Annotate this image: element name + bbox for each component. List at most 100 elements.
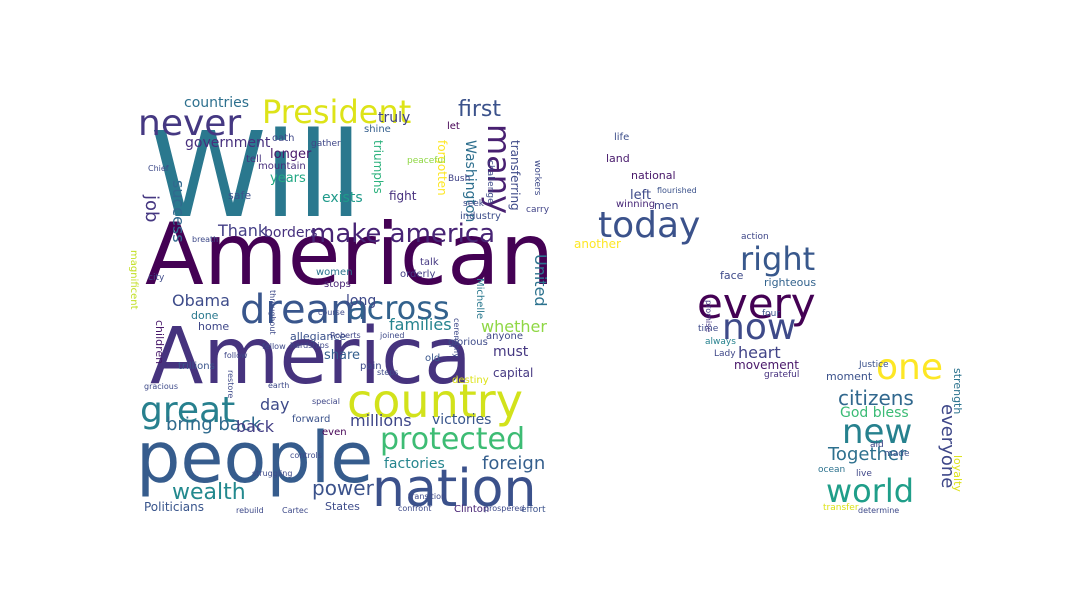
- word: prospered: [484, 504, 525, 513]
- word: government: [185, 135, 271, 151]
- word: course: [318, 308, 345, 317]
- word: special: [312, 397, 340, 406]
- word: longer: [270, 147, 312, 162]
- word: power: [312, 476, 374, 500]
- word: forward: [292, 414, 331, 425]
- word: countries: [184, 95, 250, 111]
- word: foreign: [482, 453, 546, 474]
- word: grateful: [764, 370, 800, 380]
- word: success: [169, 180, 188, 243]
- word: rebuild: [236, 506, 264, 515]
- word: made: [884, 449, 910, 459]
- word: Clinton: [454, 504, 490, 515]
- word: controls: [290, 451, 322, 460]
- word: face: [720, 269, 744, 282]
- word: four: [762, 309, 781, 319]
- word: must: [493, 344, 529, 360]
- word: another: [574, 237, 621, 251]
- word: people: [136, 417, 374, 499]
- word: exists: [322, 190, 363, 206]
- word: action: [741, 232, 769, 242]
- word: steps: [377, 368, 399, 377]
- word: tell: [246, 154, 262, 165]
- word: land: [606, 152, 630, 165]
- word: even: [322, 427, 347, 438]
- word: fight: [389, 189, 417, 203]
- word: Will: [150, 106, 363, 244]
- word: families: [389, 315, 452, 334]
- word: Michelle: [474, 278, 485, 320]
- word: life: [614, 132, 630, 143]
- word: restore: [226, 370, 235, 399]
- word: whether: [481, 317, 547, 336]
- word: glorious: [448, 337, 488, 348]
- word: children: [153, 320, 166, 365]
- word: heart: [738, 343, 781, 362]
- word: city: [148, 273, 165, 283]
- word: loyalty: [951, 455, 964, 492]
- word: one: [876, 347, 943, 388]
- word: every: [697, 279, 816, 328]
- word: now: [722, 307, 797, 348]
- word: carry: [526, 205, 550, 215]
- word: pain: [360, 361, 382, 372]
- word: orderly: [400, 269, 436, 280]
- word: capital: [493, 366, 534, 380]
- word: mountain: [258, 161, 306, 172]
- word: job: [141, 195, 162, 223]
- word: triumphs: [371, 140, 385, 194]
- word: share: [324, 348, 361, 363]
- word: challenge: [485, 160, 495, 204]
- word: President: [262, 93, 412, 131]
- word: men: [654, 199, 679, 212]
- word: nation: [372, 459, 537, 519]
- word: stops: [324, 279, 351, 290]
- word: moment: [826, 370, 873, 383]
- word: truly: [378, 110, 411, 126]
- word: back: [236, 417, 275, 436]
- word: movement: [734, 358, 799, 372]
- word: Together: [828, 444, 907, 465]
- word: forgotten: [435, 140, 449, 196]
- word: first: [458, 97, 501, 122]
- word: national: [631, 169, 676, 182]
- word: new: [842, 412, 913, 452]
- word: Obama: [172, 291, 230, 310]
- word: done: [191, 309, 219, 322]
- word: determine: [858, 506, 900, 515]
- word: make america: [310, 219, 496, 249]
- word: long: [346, 293, 377, 309]
- word: struggling: [252, 469, 293, 478]
- word: God bless: [840, 405, 909, 421]
- word: Politicians: [144, 500, 204, 514]
- word: factories: [384, 456, 445, 472]
- word: years: [270, 171, 306, 186]
- word: breath: [192, 235, 219, 244]
- word: follow: [224, 351, 248, 360]
- word: women: [316, 267, 353, 278]
- word: American: [145, 205, 555, 305]
- word: throughout: [268, 290, 277, 335]
- word: peaceful: [407, 156, 446, 166]
- word: confront: [398, 504, 432, 513]
- word: borders: [264, 225, 318, 241]
- word: Chief: [148, 164, 169, 173]
- word: across: [347, 289, 450, 327]
- word: winning: [616, 199, 656, 210]
- word: always: [705, 337, 736, 347]
- word: Lady: [714, 349, 736, 359]
- word: Bush: [448, 174, 471, 184]
- word: old: [425, 353, 441, 364]
- word: protected: [380, 422, 526, 457]
- word: Thank: [218, 221, 268, 240]
- word: live: [856, 469, 872, 479]
- word: destiny: [452, 375, 489, 386]
- word: anyone: [486, 331, 523, 342]
- word: Roberts: [330, 331, 361, 340]
- word: left: [630, 188, 652, 203]
- word: promise: [704, 300, 713, 333]
- word: America: [150, 312, 472, 402]
- word: safe: [228, 189, 252, 202]
- word: day: [260, 395, 290, 414]
